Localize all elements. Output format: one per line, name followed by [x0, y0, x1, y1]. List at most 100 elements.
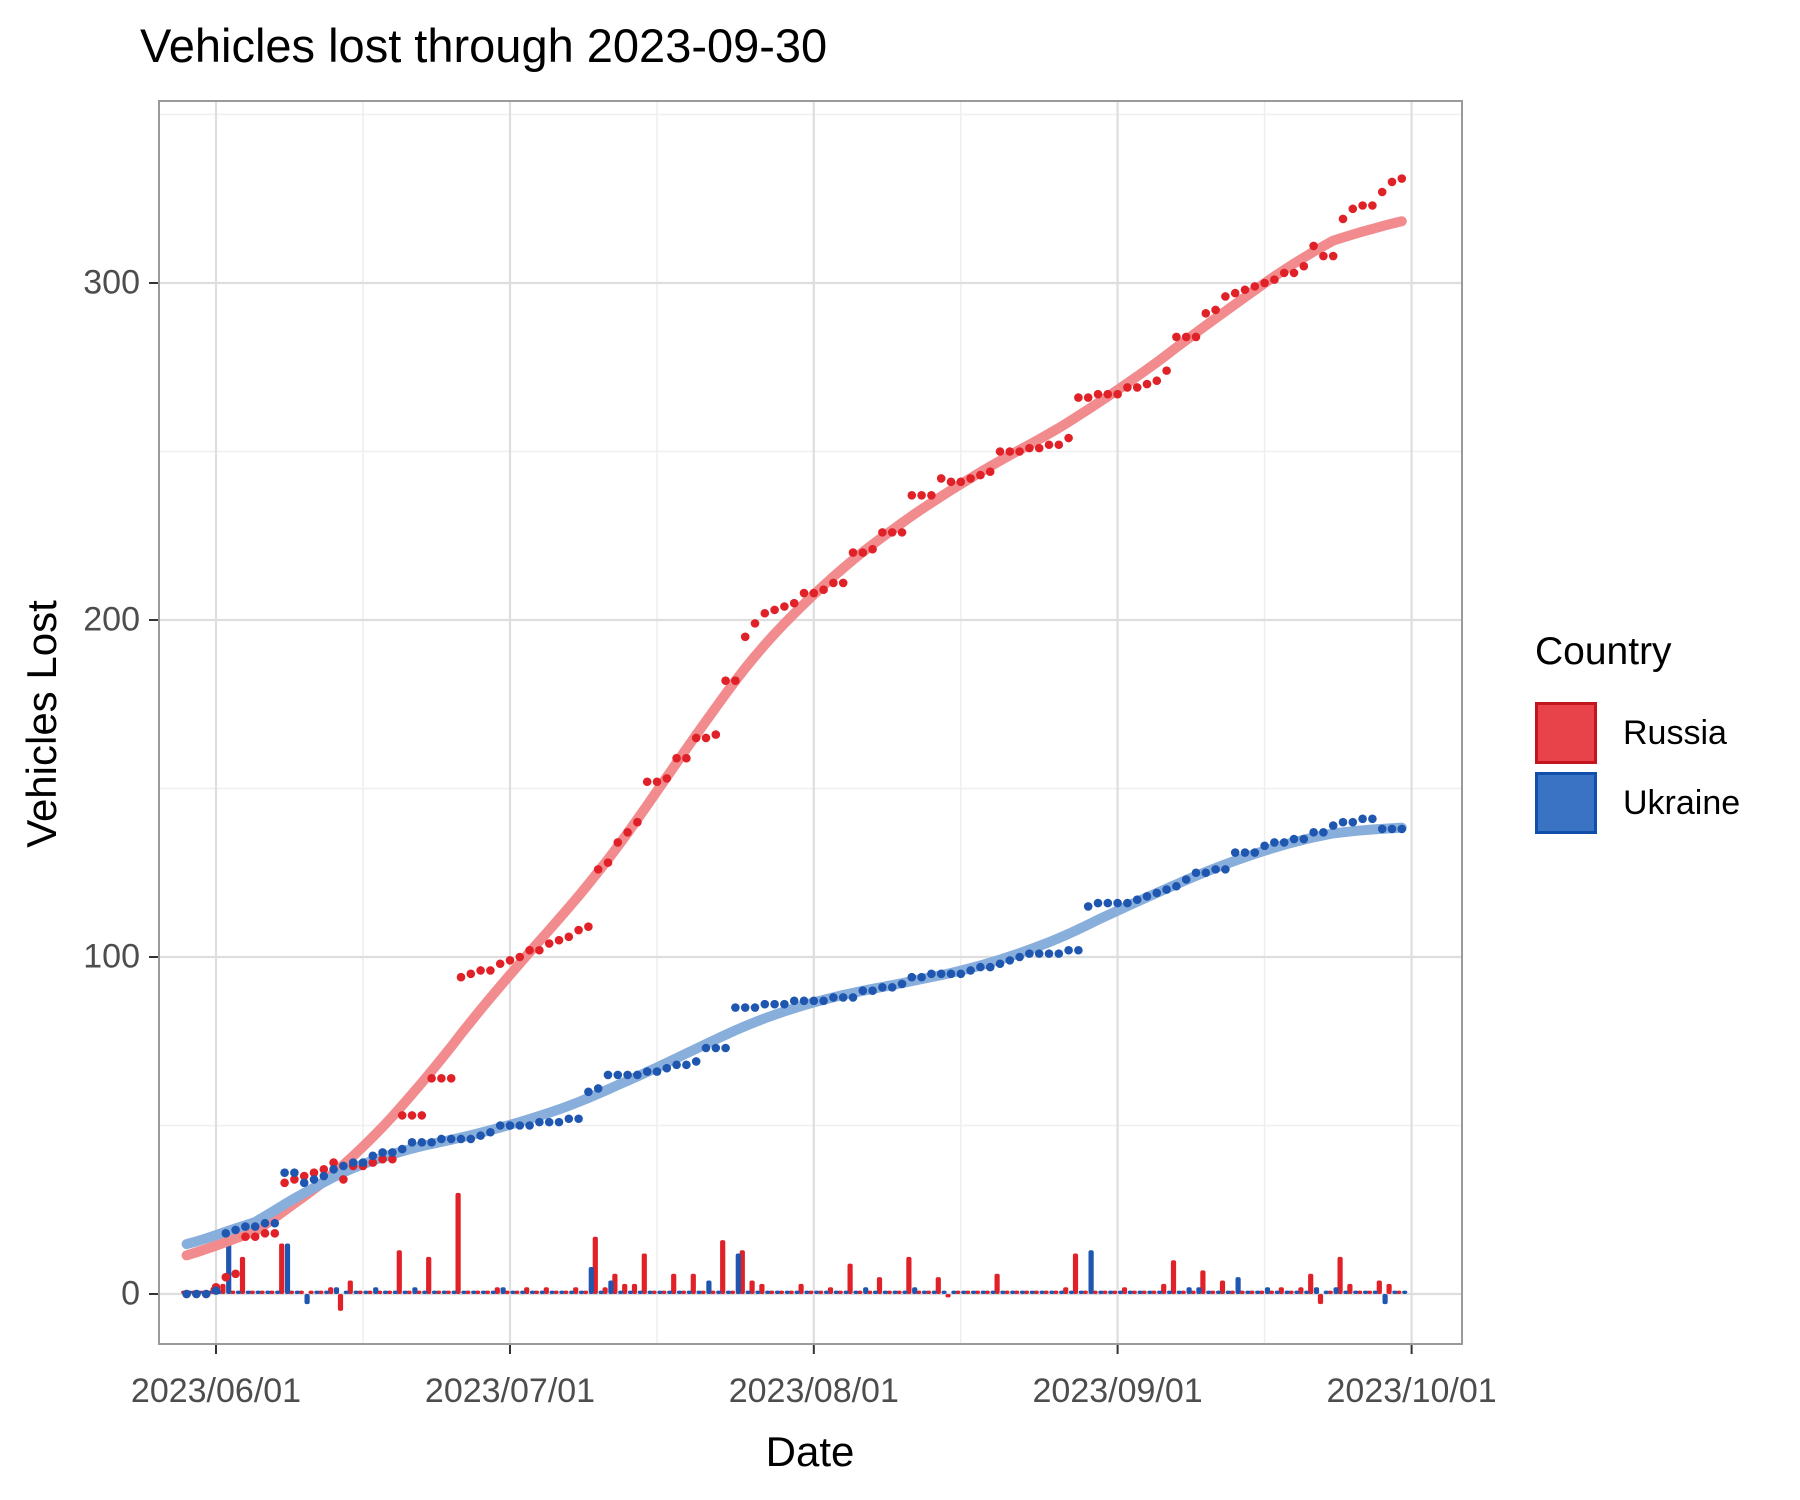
cumulative-point-ukraine — [525, 1121, 534, 1130]
daily-bar-ukraine — [441, 1290, 447, 1294]
cumulative-point-ukraine — [397, 1144, 407, 1154]
daily-bar-russia — [249, 1290, 255, 1294]
daily-bar-russia — [1014, 1290, 1020, 1294]
cumulative-point-russia — [1074, 393, 1083, 402]
legend: Country Russia Ukraine — [1535, 630, 1740, 838]
legend-label: Russia — [1623, 713, 1727, 752]
daily-bar-ukraine — [686, 1290, 692, 1294]
daily-bar-russia — [739, 1250, 745, 1294]
daily-bar-russia — [1131, 1290, 1137, 1294]
daily-bar-russia — [641, 1253, 647, 1294]
daily-bar-ukraine — [1019, 1290, 1026, 1294]
cumulative-point-russia — [887, 528, 897, 537]
cumulative-point-ukraine — [642, 1067, 652, 1076]
cumulative-point-ukraine — [535, 1117, 544, 1127]
cumulative-point-ukraine — [936, 969, 946, 979]
daily-bar-russia — [1219, 1280, 1226, 1294]
cumulative-point-russia — [613, 838, 623, 847]
daily-bar-ukraine — [961, 1290, 967, 1294]
cumulative-point-russia — [584, 922, 593, 931]
daily-bar-ukraine — [402, 1290, 408, 1294]
daily-bar-ukraine — [755, 1290, 761, 1294]
cumulative-point-russia — [633, 817, 642, 827]
cumulative-point-russia — [672, 753, 681, 763]
cumulative-point-russia — [858, 548, 868, 557]
daily-bar-ukraine — [990, 1290, 996, 1294]
daily-bar-ukraine — [1215, 1290, 1222, 1294]
cumulative-point-russia — [1211, 305, 1220, 315]
x-tick-label: 2023/07/01 — [424, 1372, 596, 1410]
daily-bar-ukraine — [578, 1290, 585, 1294]
cumulative-point-ukraine — [1319, 828, 1328, 837]
cumulative-point-russia — [270, 1229, 280, 1238]
cumulative-point-russia — [1230, 288, 1240, 298]
plot-panel — [149, 100, 1463, 1354]
daily-bar-ukraine — [1255, 1290, 1261, 1294]
cumulative-point-ukraine — [691, 1057, 701, 1066]
cumulative-point-russia — [231, 1269, 240, 1279]
cumulative-point-ukraine — [515, 1121, 525, 1130]
cumulative-point-russia — [917, 491, 926, 500]
cumulative-point-russia — [1142, 379, 1152, 389]
daily-bar-ukraine — [980, 1290, 986, 1294]
cumulative-point-russia — [1348, 204, 1358, 214]
cumulative-point-ukraine — [250, 1222, 260, 1231]
cumulative-point-ukraine — [564, 1114, 574, 1124]
daily-bar-ukraine — [598, 1290, 604, 1294]
daily-bar-russia — [1043, 1290, 1049, 1294]
cumulative-point-ukraine — [221, 1229, 231, 1238]
cumulative-point-russia — [427, 1074, 436, 1083]
daily-bar-ukraine — [235, 1290, 242, 1294]
daily-bar-russia — [230, 1290, 236, 1294]
cumulative-point-ukraine — [848, 993, 858, 1002]
daily-bar-ukraine — [284, 1243, 291, 1294]
cumulative-point-ukraine — [495, 1121, 505, 1130]
cumulative-point-russia — [1250, 282, 1260, 291]
daily-bar-ukraine — [255, 1290, 261, 1294]
daily-bar-russia — [1239, 1290, 1245, 1294]
daily-bar-russia — [1072, 1253, 1079, 1294]
cumulative-point-russia — [1319, 251, 1328, 261]
y-tick-label: 0 — [121, 1274, 140, 1313]
cumulative-point-ukraine — [456, 1134, 466, 1144]
cumulative-point-ukraine — [829, 993, 838, 1002]
daily-bar-russia — [1278, 1287, 1284, 1294]
cumulative-point-ukraine — [1074, 945, 1083, 955]
daily-bar-russia — [1190, 1290, 1196, 1294]
cumulative-point-russia — [907, 491, 917, 500]
cumulative-point-ukraine — [476, 1131, 485, 1140]
x-tick-label: 2023/06/01 — [130, 1372, 302, 1410]
cumulative-point-russia — [691, 733, 701, 743]
daily-bar-ukraine — [500, 1287, 506, 1294]
daily-bar-ukraine — [1264, 1287, 1271, 1294]
cumulative-point-ukraine — [917, 972, 926, 982]
daily-bar-russia — [1268, 1290, 1275, 1294]
daily-bar-ukraine — [902, 1290, 908, 1294]
daily-bar-russia — [1121, 1287, 1128, 1294]
daily-bar-russia — [798, 1283, 804, 1294]
daily-bar-russia — [288, 1290, 295, 1294]
daily-bar-ukraine — [1039, 1290, 1045, 1294]
daily-bar-ukraine — [1049, 1290, 1055, 1294]
cumulative-point-ukraine — [1132, 895, 1142, 905]
cumulative-point-ukraine — [280, 1168, 289, 1177]
daily-bar-russia — [1053, 1290, 1059, 1294]
cumulative-point-russia — [1338, 214, 1348, 224]
cumulative-point-ukraine — [1181, 875, 1191, 884]
cumulative-point-russia — [1397, 174, 1407, 183]
daily-bar-russia — [524, 1287, 530, 1294]
cumulative-point-ukraine — [1338, 817, 1348, 827]
daily-bar-ukraine — [422, 1290, 428, 1294]
daily-bar-russia — [974, 1290, 981, 1294]
daily-bar-russia — [759, 1283, 765, 1294]
cumulative-point-russia — [956, 477, 966, 487]
cumulative-point-russia — [1162, 366, 1171, 375]
cumulative-point-ukraine — [1309, 828, 1318, 837]
daily-bar-russia — [416, 1290, 422, 1294]
cumulative-point-ukraine — [1191, 868, 1201, 878]
daily-bar-russia — [337, 1294, 344, 1311]
daily-bar-ukraine — [970, 1290, 977, 1294]
y-tick-label: 300 — [83, 263, 140, 302]
daily-bar-russia — [220, 1283, 226, 1294]
daily-bar-russia — [1376, 1280, 1382, 1294]
